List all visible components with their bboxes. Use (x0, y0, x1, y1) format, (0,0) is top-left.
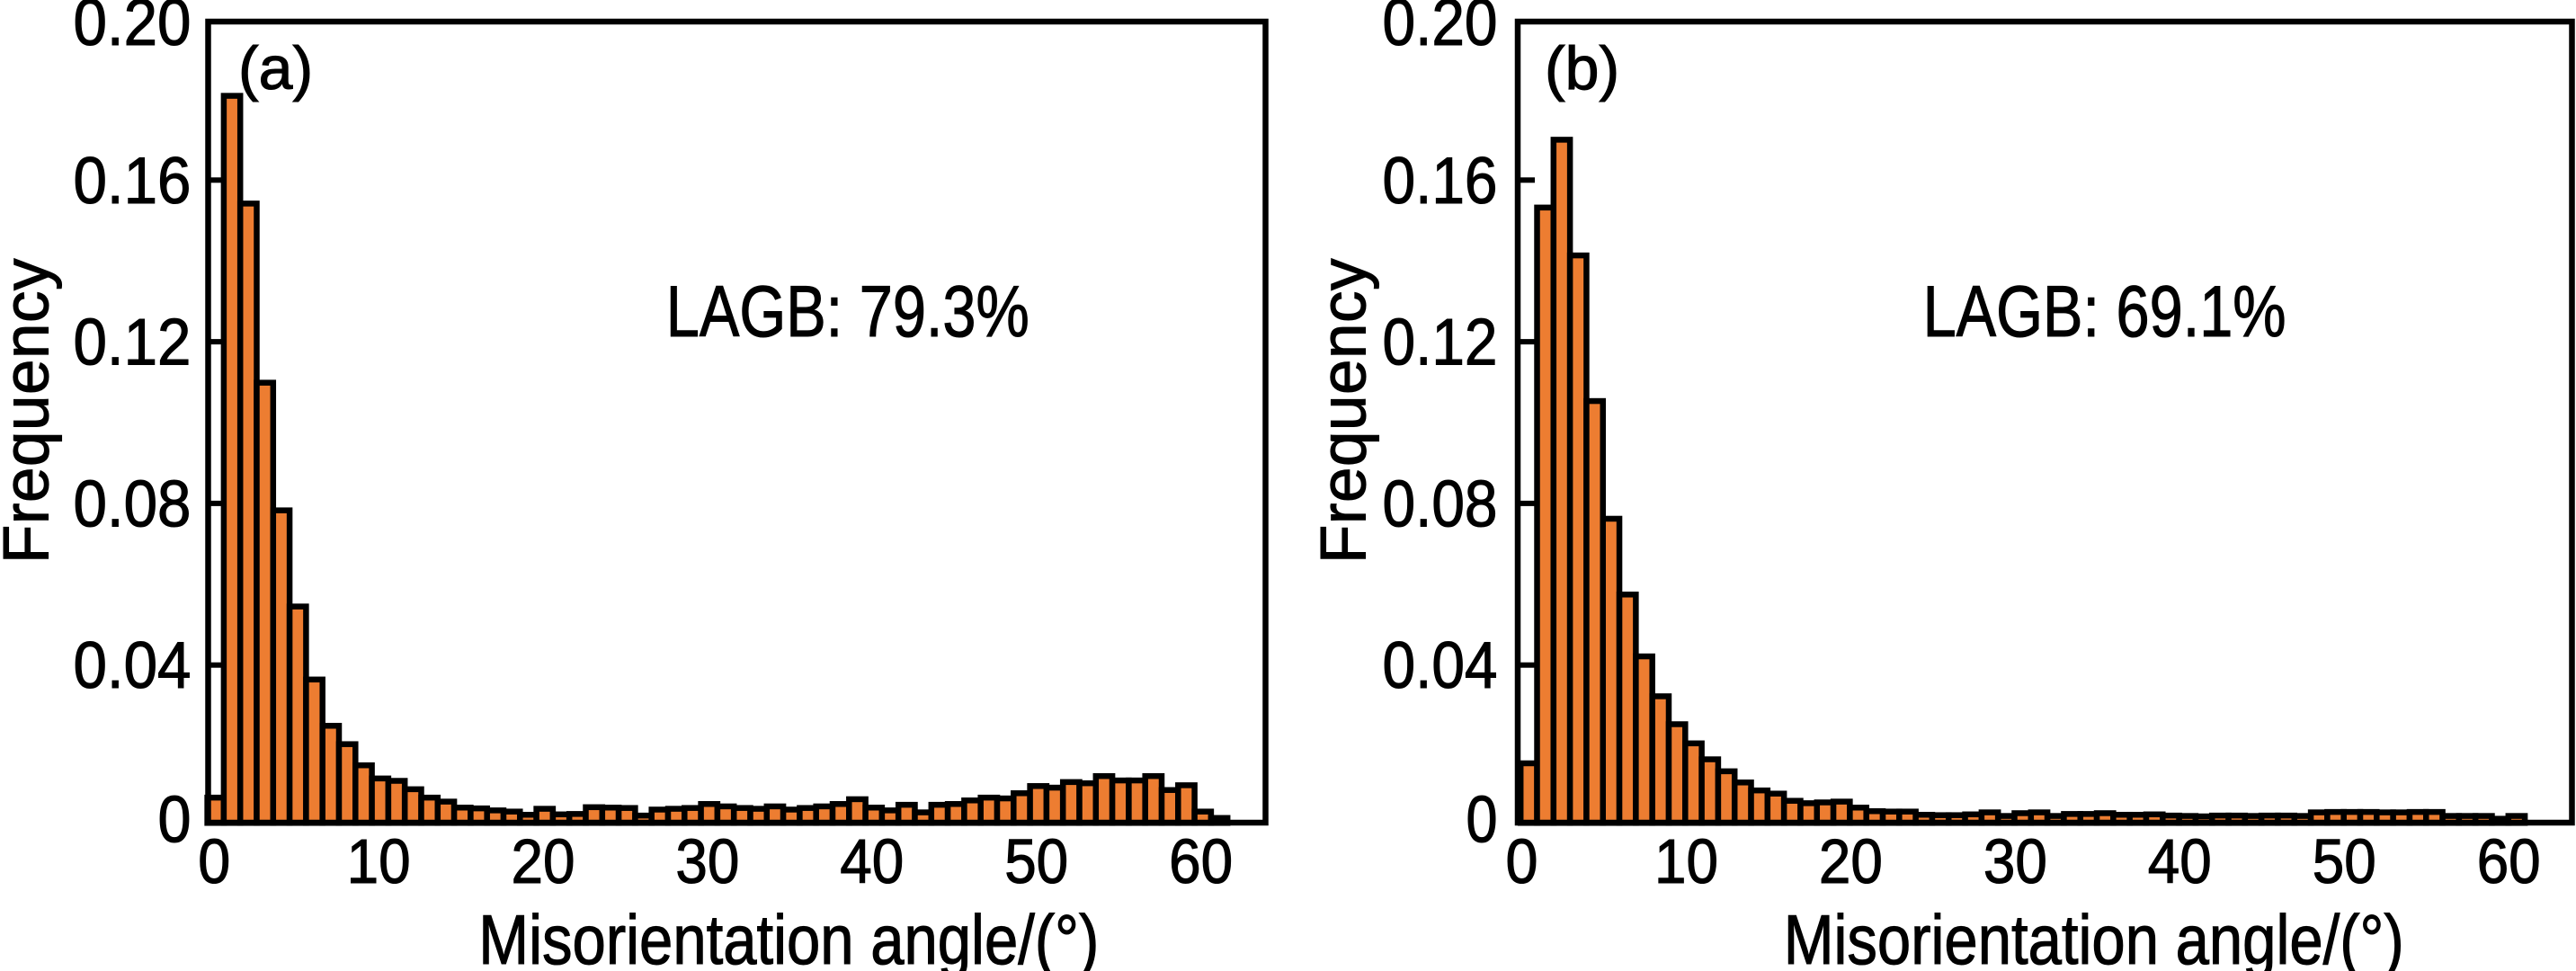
svg-text:0.16: 0.16 (1383, 145, 1498, 218)
svg-text:0: 0 (1466, 784, 1498, 857)
svg-text:Misorientation angle/(°): Misorientation angle/(°) (478, 900, 1099, 971)
svg-text:0.16: 0.16 (74, 145, 192, 218)
svg-text:Misorientation angle/(°): Misorientation angle/(°) (1784, 900, 2404, 971)
svg-text:20: 20 (1819, 826, 1883, 896)
svg-text:(b): (b) (1545, 34, 1619, 102)
svg-text:40: 40 (840, 826, 904, 896)
svg-text:0: 0 (198, 826, 230, 896)
svg-text:0.04: 0.04 (1383, 629, 1498, 702)
svg-text:30: 30 (1983, 826, 2047, 896)
svg-text:10: 10 (347, 826, 411, 896)
svg-text:0.12: 0.12 (1383, 307, 1498, 379)
svg-text:Frequency: Frequency (1309, 258, 1380, 564)
svg-text:LAGB: 79.3%: LAGB: 79.3% (666, 272, 1030, 352)
svg-text:30: 30 (675, 826, 739, 896)
svg-text:0: 0 (1506, 826, 1538, 896)
svg-text:0: 0 (158, 784, 192, 857)
svg-text:Frequency: Frequency (0, 258, 63, 564)
svg-text:0.04: 0.04 (74, 629, 192, 702)
svg-text:50: 50 (1004, 826, 1068, 896)
svg-text:20: 20 (512, 826, 575, 896)
svg-text:LAGB: 69.1%: LAGB: 69.1% (1923, 272, 2286, 352)
svg-text:0.12: 0.12 (74, 307, 192, 379)
svg-text:40: 40 (2148, 826, 2212, 896)
svg-text:50: 50 (2313, 826, 2376, 896)
svg-text:0.20: 0.20 (1383, 0, 1498, 59)
svg-text:10: 10 (1654, 826, 1718, 896)
svg-text:60: 60 (1169, 826, 1233, 896)
svg-text:0.08: 0.08 (74, 468, 192, 540)
svg-text:(a): (a) (238, 34, 313, 102)
svg-text:60: 60 (2477, 826, 2541, 896)
svg-text:0.08: 0.08 (1383, 468, 1498, 540)
svg-text:0.20: 0.20 (74, 0, 192, 59)
